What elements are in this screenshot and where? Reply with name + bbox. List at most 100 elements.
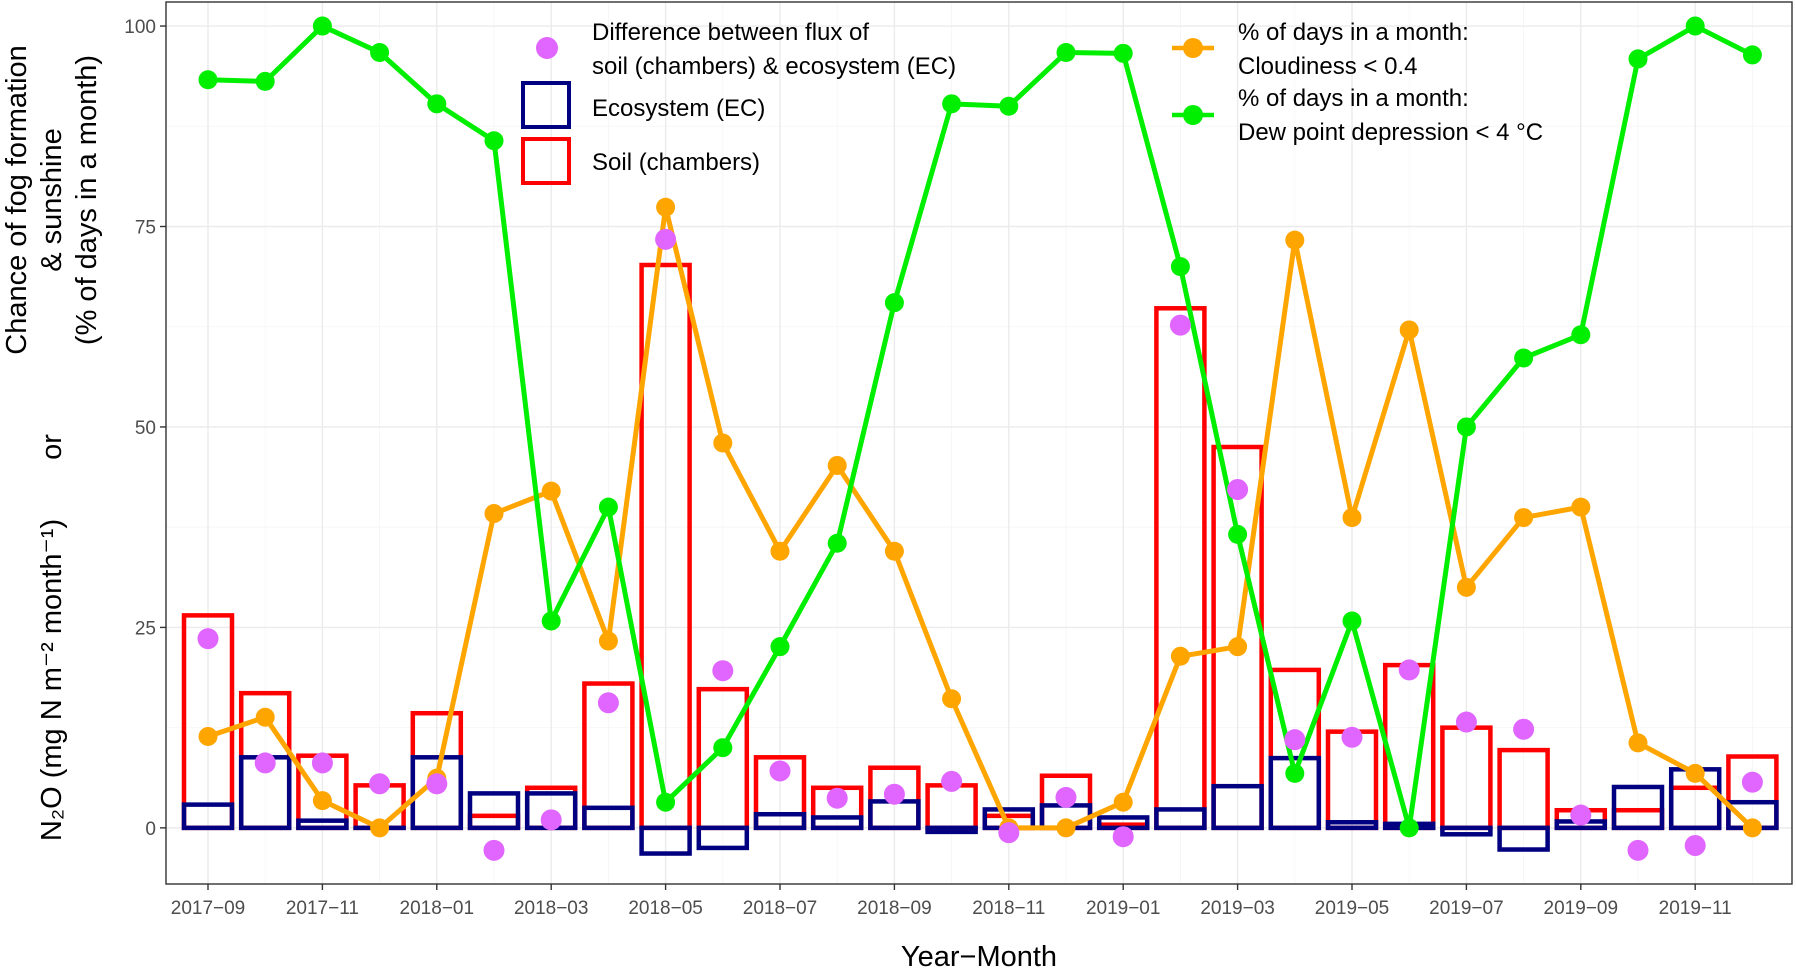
cloudiness-point [198,726,218,746]
legend-cloud-label-line1: % of days in a month: [1238,19,1469,46]
dew-point-point [370,43,390,63]
dew-point-point [827,533,847,553]
cloudiness-point [255,707,275,727]
legend-scatter-label-line2: soil (chambers) & ecosystem (EC) [592,53,956,80]
difference-point [769,760,791,782]
ec-bar [1154,807,1207,831]
difference-point [1741,771,1763,793]
lines [198,16,1762,838]
dew-point-point [255,71,275,91]
dew-point-line [207,23,1754,831]
x-tick-label: 2017−09 [171,898,246,919]
difference-point [1341,726,1363,748]
y-axis-title-line2: & sunshine [36,128,68,272]
y-tick-label: 50 [135,418,156,439]
difference-point [1570,804,1592,826]
difference-point [1398,659,1420,681]
x-tick-label: 2018−09 [857,898,932,919]
legend-cloud-key-point [1183,38,1203,58]
cloudiness-line [207,204,1755,831]
ec-bar [296,818,349,831]
x-tick-label: 2018−07 [743,898,818,919]
x-tick-label: 2019−03 [1200,898,1275,919]
ec-bar [753,811,807,831]
cloudiness-point [370,818,390,838]
difference-point [369,773,391,795]
difference-point [655,228,677,250]
y-axis-title-line3: (% of days in a month) [71,55,103,345]
legend-cloud-label-line2: Cloudiness < 0.4 [1238,53,1417,80]
cloudiness-point [484,504,504,524]
ec-bar [925,825,978,835]
cloudiness-point [827,455,847,475]
y-axis: 0 25 50 75 100 [124,17,166,840]
difference-point [197,628,219,650]
x-tick-label: 2019−11 [1659,898,1732,919]
dew-point-point [598,497,618,517]
cloudiness-point [713,433,733,453]
ec-bar [810,815,864,831]
dew-point-point [1571,325,1591,345]
cloudiness-point [1742,818,1762,838]
difference-point [998,822,1020,844]
ec-bar [1497,825,1550,852]
x-tick-label: 2019−09 [1544,898,1619,919]
y-tick-label: 100 [124,17,156,38]
y-axis-title-or: or [36,434,68,460]
difference-point [540,809,562,831]
dew-point-point [1113,43,1133,63]
x-tick-label: 2019−01 [1086,898,1161,919]
ec-bar [410,755,464,831]
cloudiness-point [1170,646,1190,666]
difference-point [1513,718,1535,740]
y-tick-label: 75 [135,218,156,239]
dew-point-point [427,94,447,114]
ec-bar [1268,755,1322,831]
difference-point [712,660,734,682]
cloudiness-point [1285,230,1305,250]
x-tick-label: 2017−11 [286,898,359,919]
x-tick-label: 2018−05 [628,898,703,919]
cloudiness-point [1685,763,1705,783]
legend-dew-label-line2: Dew point depression < 4 °C [1238,119,1543,146]
ec-bar [1211,783,1264,831]
legend-dew-label-line1: % of days in a month: [1238,85,1469,112]
cloudiness-point [942,689,962,709]
dew-point-point [884,293,904,313]
dew-point-point [942,94,962,114]
dew-point-point [656,792,676,812]
ec-bar [639,825,692,856]
difference-point [941,770,963,792]
plot-border [165,1,1793,885]
difference-point [1055,786,1077,808]
legend-dew-key-point [1183,105,1203,125]
x-tick-label: 2018−03 [514,898,589,919]
cloudiness-point [1342,508,1362,528]
x-tick-label: 2019−05 [1315,898,1390,919]
cloudiness-point [1571,497,1591,517]
dew-point-point [1285,763,1305,783]
cloudiness-point [1228,637,1248,657]
cloudiness-point [598,631,618,651]
difference-point [1227,479,1249,501]
y-tick-label: 25 [135,618,156,639]
cloudiness-point [656,197,676,217]
x-axis: 2017−09 2017−11 2018−01 2018−03 2018−05 2018−… [171,884,1732,919]
x-tick-label: 2019−07 [1429,898,1504,919]
cloudiness-point [541,481,561,501]
legend-scatter-label-line1: Difference between flux of [592,19,869,46]
difference-point [883,783,905,805]
y-axis-title-n2o: N₂O (mg N m⁻² month⁻¹) [36,519,68,841]
dew-point-point [1628,49,1648,69]
difference-point [1455,711,1477,733]
dew-point-point [713,738,733,758]
ec-bar [1440,825,1493,837]
legend-soil-key [521,137,571,185]
difference-point [1284,729,1306,751]
cloudiness-point [312,791,332,811]
difference-point [597,692,619,714]
cloudiness-point [884,541,904,561]
cloudiness-point [1399,320,1419,340]
ec-bar [1325,820,1379,831]
dew-point-point [198,70,218,90]
